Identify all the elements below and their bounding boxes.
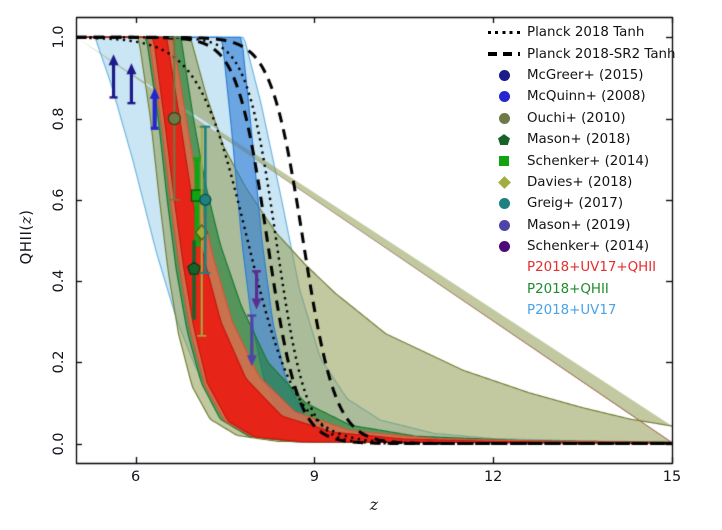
legend-item: Greig+ (2017) <box>484 193 676 214</box>
x-tick-label: 15 <box>662 469 682 485</box>
legend-label: Mason+ (2019) <box>527 217 631 233</box>
legend-label: Mason+ (2018) <box>527 132 631 148</box>
circle-marker-icon <box>498 219 510 231</box>
legend-item: Mason+ (2019) <box>484 215 676 236</box>
legend-item: Planck 2018 Tanh <box>484 22 676 43</box>
legend-item: Davies+ (2018) <box>484 172 676 193</box>
legend-label: Ouchi+ (2010) <box>527 110 626 126</box>
legend-label: Planck 2018 Tanh <box>527 25 645 41</box>
y-axis-label-text: QHII( <box>17 224 35 265</box>
legend-item: Schenker+ (2014) <box>484 236 676 257</box>
legend-label: P2018+UV17 <box>527 303 617 319</box>
x-tick-label: 6 <box>130 469 141 485</box>
legend-marker-pentagon <box>484 134 524 146</box>
pentagon-marker-icon <box>498 134 510 146</box>
y-tick-label: 0.4 <box>51 269 67 293</box>
legend-marker-square <box>484 156 524 167</box>
legend-item: McQuinn+ (2008) <box>484 86 676 107</box>
legend-label: P2018+UV17+QHII <box>527 260 657 276</box>
y-tick-label: 0.6 <box>51 188 67 212</box>
legend-item: Mason+ (2018) <box>484 129 676 150</box>
x-axis-label: z <box>369 495 379 514</box>
legend-marker-circle <box>484 91 524 103</box>
square-marker-icon <box>499 156 509 167</box>
legend-item: P2018+UV17 <box>484 300 676 321</box>
circle-marker-icon <box>498 69 510 81</box>
diamond-marker-icon <box>497 176 511 189</box>
legend-label: Planck 2018-SR2 Tanh <box>527 46 676 62</box>
y-axis-label-close: ) <box>17 209 35 216</box>
circle-marker-icon <box>498 91 510 103</box>
legend-label: Schenker+ (2014) <box>527 239 650 255</box>
y-tick-label: 0.8 <box>51 107 67 131</box>
y-tick-label: 1.0 <box>51 25 67 49</box>
y-axis-label-var: z <box>17 215 35 225</box>
legend-marker-circle <box>484 112 524 124</box>
legend-marker-diamond <box>484 176 524 189</box>
legend-item: Ouchi+ (2010) <box>484 108 676 129</box>
legend-label: Greig+ (2017) <box>527 196 624 212</box>
circle-marker-icon <box>498 112 510 124</box>
legend-item: McGreer+ (2015) <box>484 65 676 86</box>
y-tick-label: 0.2 <box>51 350 67 374</box>
legend-marker-circle <box>484 219 524 231</box>
dashed-line-icon <box>488 52 520 56</box>
dotted-line-icon <box>488 31 520 35</box>
y-axis-label: QHII(z) <box>17 187 35 287</box>
legend-label: Schenker+ (2014) <box>527 153 650 169</box>
circle-marker-icon <box>498 241 510 253</box>
legend-item: P2018+QHII <box>484 279 676 300</box>
legend-label: P2018+QHII <box>527 281 609 297</box>
legend-item: Planck 2018-SR2 Tanh <box>484 43 676 64</box>
legend-marker-dashed <box>484 52 524 56</box>
x-tick-label: 12 <box>483 469 503 485</box>
legend-item: P2018+UV17+QHII <box>484 257 676 278</box>
legend-marker-circle <box>484 69 524 81</box>
x-tick-label: 9 <box>309 469 320 485</box>
legend-marker-dotted <box>484 31 524 35</box>
legend-label: McQuinn+ (2008) <box>527 89 646 105</box>
legend: Planck 2018 Tanh Planck 2018-SR2 Tanh McGr… <box>484 22 676 321</box>
legend-label: Davies+ (2018) <box>527 174 633 190</box>
legend-marker-circle <box>484 198 524 210</box>
legend-marker-circle <box>484 241 524 253</box>
y-tick-label: 0.0 <box>51 431 67 456</box>
legend-item: Schenker+ (2014) <box>484 150 676 171</box>
legend-label: McGreer+ (2015) <box>527 67 644 83</box>
circle-marker-icon <box>498 198 510 210</box>
